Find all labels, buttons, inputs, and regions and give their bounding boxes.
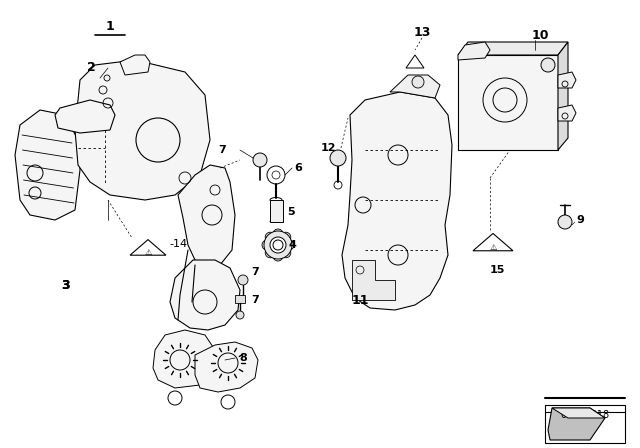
Text: 7: 7	[251, 267, 259, 277]
Text: 3: 3	[61, 279, 69, 292]
Circle shape	[284, 240, 294, 250]
Bar	[545, 405, 625, 443]
Text: ⚠: ⚠	[144, 247, 152, 257]
Circle shape	[236, 311, 244, 319]
Text: 1: 1	[106, 20, 115, 33]
Polygon shape	[120, 55, 150, 75]
Polygon shape	[558, 72, 576, 88]
Circle shape	[273, 240, 283, 250]
Text: 5: 5	[287, 207, 295, 217]
Polygon shape	[342, 92, 452, 310]
Text: 11: 11	[351, 293, 369, 306]
Polygon shape	[15, 110, 80, 220]
Text: 12: 12	[320, 143, 336, 153]
Circle shape	[265, 248, 275, 258]
Text: 13: 13	[413, 26, 431, 39]
Circle shape	[262, 240, 272, 250]
Text: 7: 7	[251, 295, 259, 305]
Circle shape	[558, 215, 572, 229]
Circle shape	[253, 153, 267, 167]
Circle shape	[412, 76, 424, 88]
Text: -14: -14	[170, 239, 188, 249]
Text: 8: 8	[239, 353, 247, 363]
Bar	[235, 295, 245, 303]
Circle shape	[265, 232, 275, 242]
Polygon shape	[130, 240, 166, 255]
Polygon shape	[352, 260, 395, 300]
Text: 4: 4	[288, 240, 296, 250]
Polygon shape	[153, 330, 215, 388]
Circle shape	[273, 229, 283, 239]
Text: 7: 7	[218, 145, 226, 155]
Text: 2: 2	[86, 60, 95, 73]
Circle shape	[541, 58, 555, 72]
Circle shape	[281, 232, 291, 242]
Polygon shape	[55, 100, 115, 133]
Text: 9: 9	[576, 215, 584, 225]
Text: 3: 3	[61, 279, 69, 292]
Circle shape	[238, 275, 248, 285]
Text: 15: 15	[490, 265, 505, 275]
Circle shape	[264, 231, 292, 259]
Polygon shape	[170, 260, 240, 330]
Text: 10: 10	[531, 29, 548, 42]
Bar	[270, 200, 283, 222]
Text: 6: 6	[294, 163, 302, 173]
Polygon shape	[390, 75, 440, 98]
Polygon shape	[558, 105, 576, 121]
Polygon shape	[75, 60, 210, 200]
Text: 00180518: 00180518	[561, 410, 609, 420]
Circle shape	[270, 237, 286, 253]
Polygon shape	[458, 55, 558, 150]
Polygon shape	[548, 408, 605, 440]
Circle shape	[273, 251, 283, 261]
Polygon shape	[195, 342, 258, 392]
Polygon shape	[458, 42, 568, 55]
Circle shape	[281, 248, 291, 258]
Polygon shape	[473, 233, 513, 251]
Polygon shape	[178, 165, 235, 268]
Polygon shape	[458, 42, 490, 60]
Polygon shape	[552, 408, 605, 418]
Circle shape	[330, 150, 346, 166]
Text: ⚠: ⚠	[489, 242, 497, 251]
Polygon shape	[558, 42, 568, 150]
